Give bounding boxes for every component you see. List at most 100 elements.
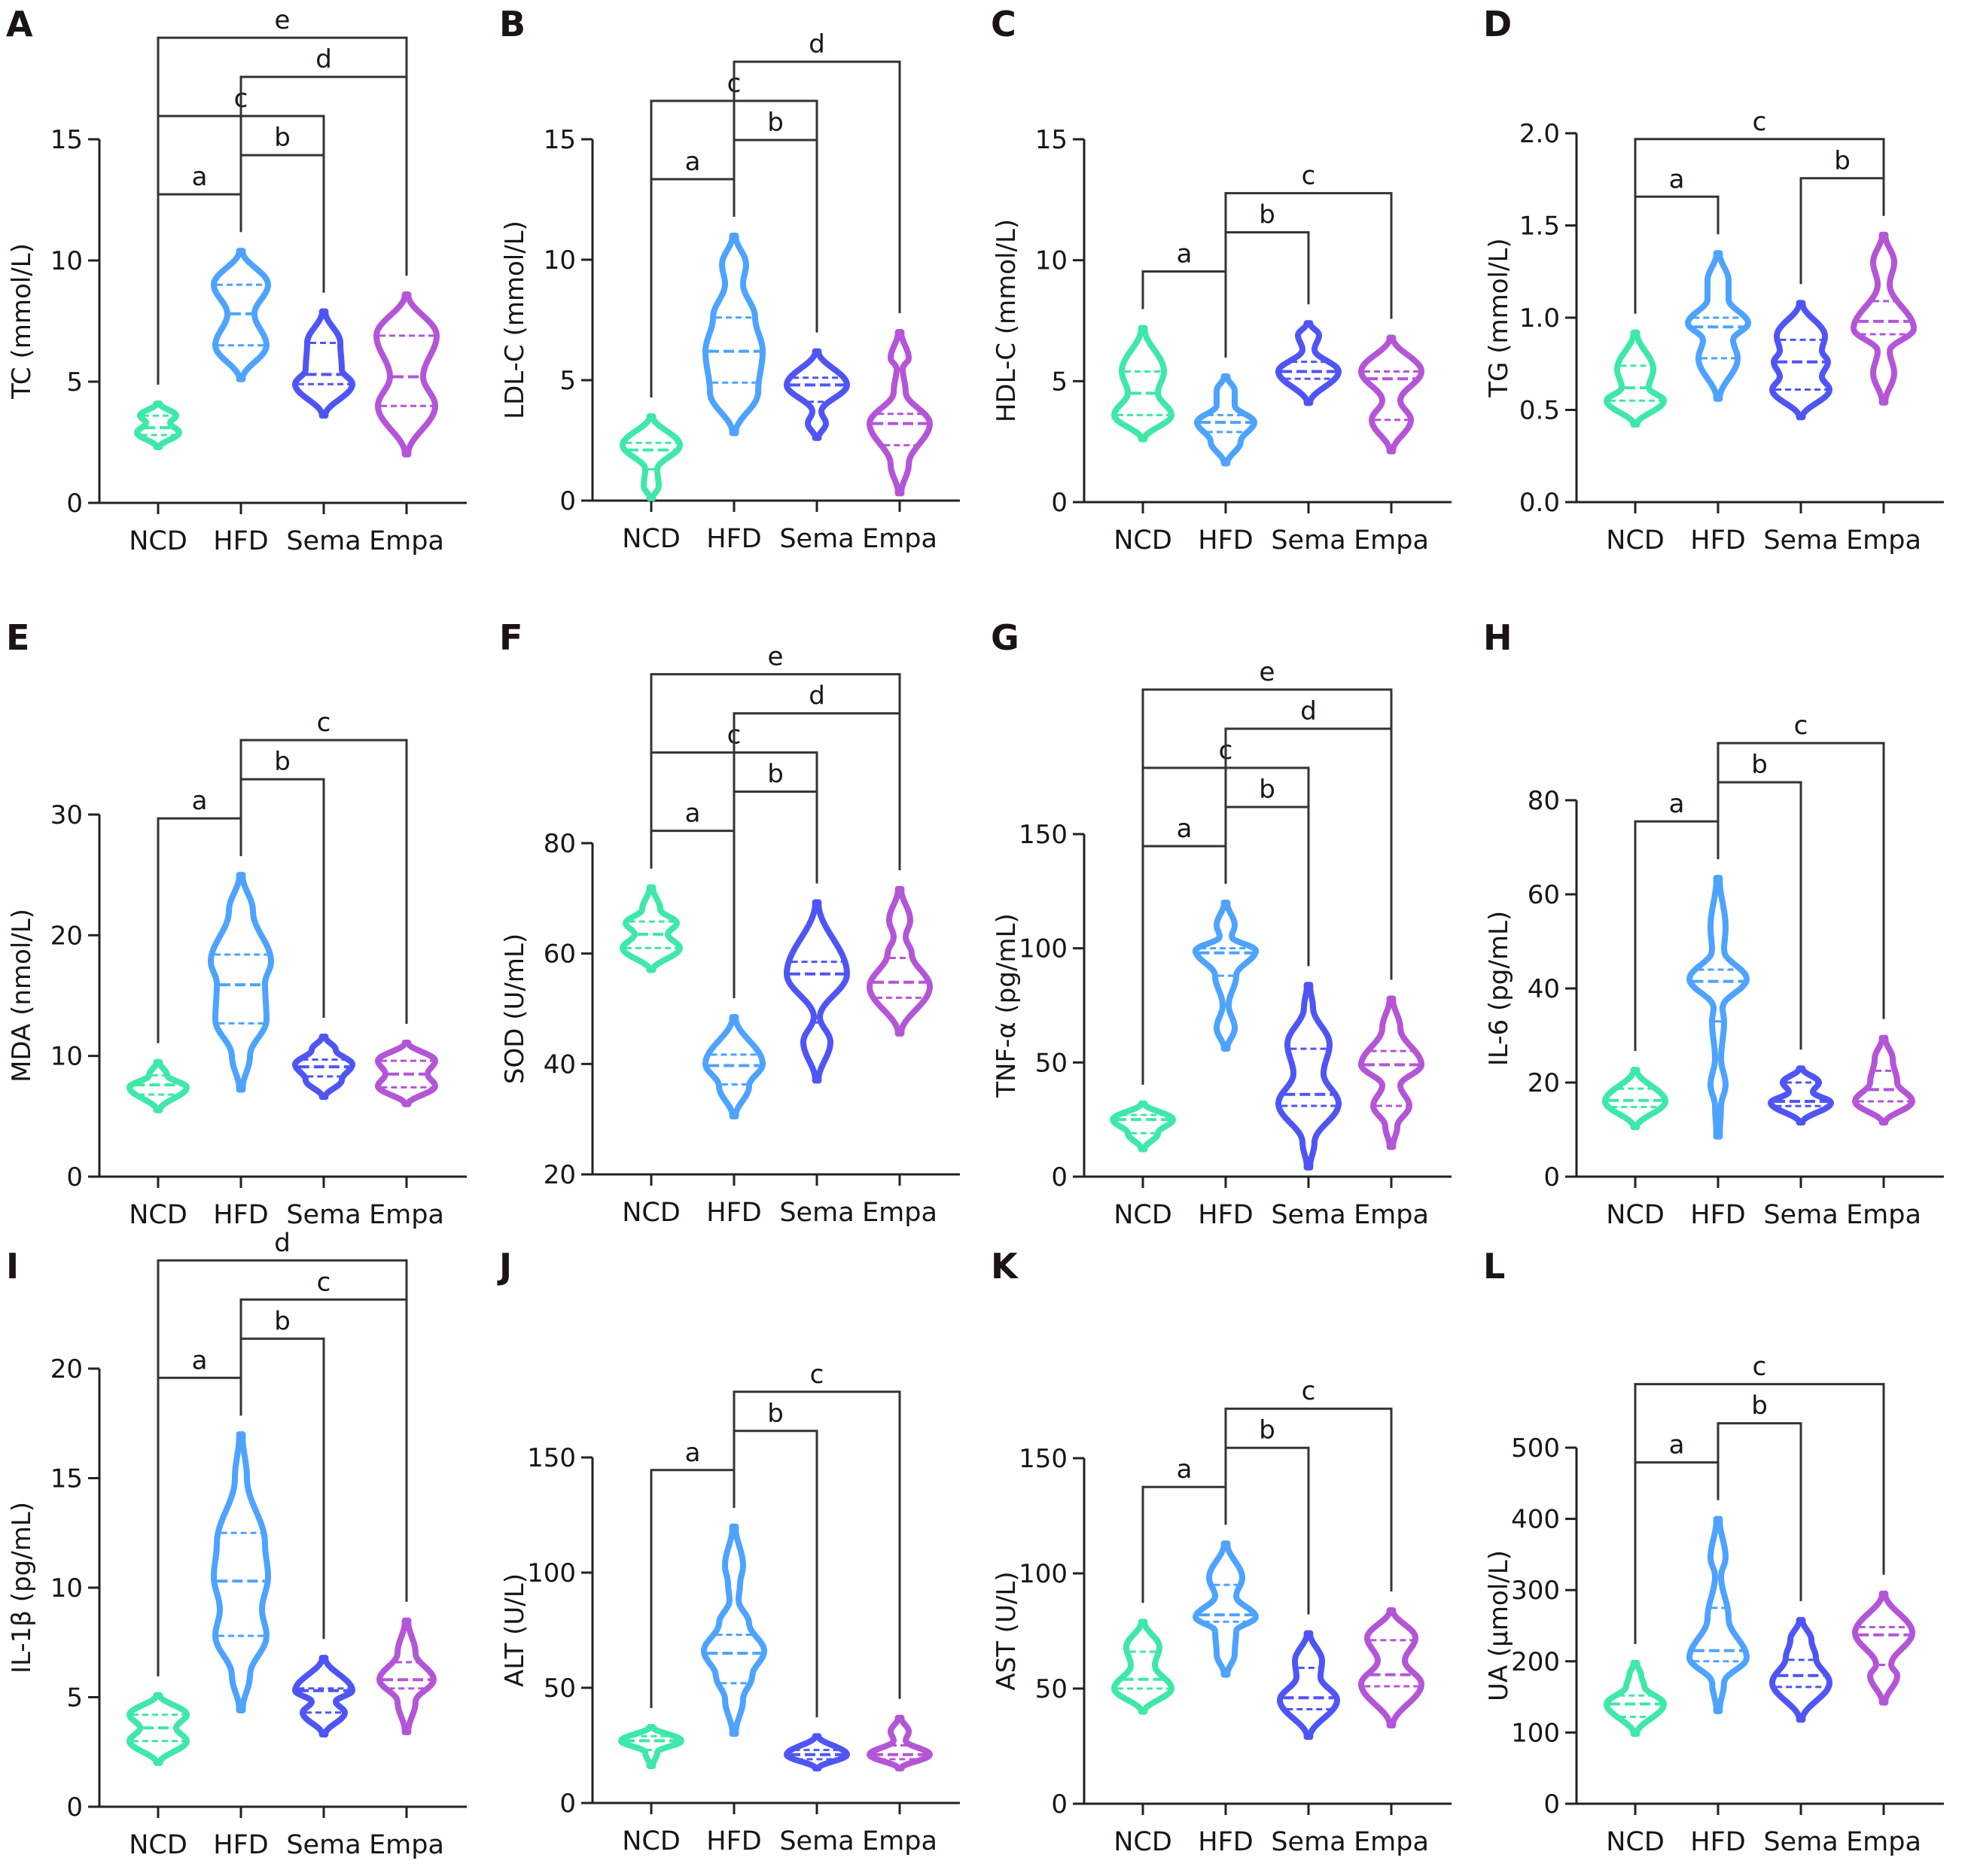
y-tick-label: 50 <box>1035 1048 1068 1078</box>
bracket-line <box>1224 192 1393 358</box>
x-tick-label: Empa <box>369 526 444 556</box>
x-tick-label: Empa <box>1846 1827 1921 1857</box>
y-tick-label: 0 <box>66 1792 83 1823</box>
y-tick-label: 150 <box>1019 1444 1068 1474</box>
significance-letter: b <box>1259 775 1275 805</box>
bracket-line <box>1717 742 1885 1019</box>
significance-bracket-c: c <box>1717 711 1885 1019</box>
y-tick-label: 80 <box>544 829 576 859</box>
significance-bracket-c: c <box>733 1360 901 1699</box>
bracket-line <box>1634 1383 1885 1644</box>
y-tick-label: 0 <box>66 489 83 519</box>
y-tick-label: 20 <box>50 921 83 951</box>
x-tick-label: Empa <box>1354 1827 1429 1857</box>
bracket-line <box>650 673 901 870</box>
y-tick-label: 10 <box>50 1573 83 1603</box>
x-tick-label: NCD <box>1113 525 1172 556</box>
panel-label: L <box>1483 1246 1505 1287</box>
x-tick-label: Empa <box>862 524 937 554</box>
significance-letter: c <box>1753 107 1767 137</box>
violin-outline <box>1767 1065 1835 1126</box>
significance-letter: a <box>685 799 701 829</box>
violin-outline <box>867 329 933 497</box>
y-axis-label: UA (µmol/L) <box>1484 1550 1514 1701</box>
panel-h: H IL-6 (pg/mL) 0 20 40 60 80 NCD HFD Sema Empa a b c <box>1477 614 1966 1230</box>
significance-bracket-c: c <box>1634 107 1885 314</box>
violin-empa <box>1851 1034 1916 1126</box>
y-tick-label: 200 <box>1511 1647 1560 1677</box>
violin-outline <box>1686 1515 1750 1715</box>
y-axis-label: ALT (U/L) <box>500 1573 530 1687</box>
x-tick-label: HFD <box>1198 1827 1253 1857</box>
significance-bracket-b: b <box>1717 1391 1802 1601</box>
x-tick-label: Sema <box>1271 1200 1345 1230</box>
y-tick-label: 50 <box>544 1673 576 1704</box>
violin-outline <box>373 291 440 458</box>
y-tick-label: 5 <box>66 367 83 397</box>
significance-letter: c <box>1794 711 1808 741</box>
violin-hfd <box>701 1523 767 1737</box>
significance-letter: b <box>1751 750 1768 780</box>
panel-e: E MDA (nmol/L) 0 10 20 30 NCD HFD Sema Empa a b c <box>0 614 489 1230</box>
y-tick-label: 10 <box>1035 246 1068 276</box>
violin-outline <box>620 413 683 501</box>
y-tick-label: 100 <box>1511 1718 1560 1748</box>
bracket-line <box>1224 1407 1393 1591</box>
x-tick-label: Empa <box>1354 525 1429 556</box>
significance-letter: a <box>192 162 208 192</box>
y-tick-label: 5 <box>1051 367 1068 397</box>
significance-bracket-a: a <box>1141 1454 1227 1603</box>
chart-svg-j: J ALT (U/L) 0 50 100 150 NCD HFD Sema Empa a bc <box>497 1246 960 1856</box>
significance-letter: b <box>274 123 291 153</box>
y-tick-label: 0 <box>1051 1789 1068 1820</box>
violin-outline <box>1769 300 1832 421</box>
significance-bracket-b: b <box>239 747 325 1019</box>
violin-sema <box>1768 1616 1833 1723</box>
significance-letter: b <box>767 1399 784 1429</box>
violin-hfd <box>1192 900 1260 1052</box>
chart-svg-d: D TG (mmol/L) 0.0 0.5 1.0 1.5 2.0 NCD HFD Sema Emp… <box>1483 4 1944 556</box>
x-tick-label: HFD <box>706 1198 761 1228</box>
x-tick-label: NCD <box>622 524 681 554</box>
y-tick-label: 150 <box>1019 820 1068 850</box>
significance-bracket-a: a <box>1141 239 1227 358</box>
bracket-line <box>1717 781 1802 1050</box>
violin-ncd <box>620 413 683 501</box>
bracket-line <box>1634 138 1885 314</box>
y-tick-label: 0 <box>559 486 576 516</box>
x-tick-label: NCD <box>1113 1200 1172 1230</box>
x-tick-label: Empa <box>1846 1200 1921 1230</box>
x-tick-label: NCD <box>129 1200 187 1230</box>
significance-letter: d <box>809 29 825 59</box>
x-tick-label: Sema <box>286 1200 361 1230</box>
significance-bracket-a: a <box>1634 789 1720 1052</box>
x-tick-label: NCD <box>129 1830 187 1860</box>
chart-svg-i: I IL-1β (pg/mL) 0 5 10 15 20 NCD HFD Sema Empa a bcd <box>6 1228 467 1860</box>
significance-letter: d <box>1300 696 1317 726</box>
bracket-line <box>1141 688 1393 1085</box>
violin-outline <box>783 899 851 1084</box>
violin-ncd <box>1111 324 1174 443</box>
significance-bracket-e: e <box>650 642 901 870</box>
y-tick-label: 400 <box>1511 1505 1560 1535</box>
x-tick-label: Empa <box>862 1826 937 1856</box>
violin-empa <box>373 291 440 458</box>
x-tick-label: NCD <box>1113 1827 1172 1857</box>
y-tick-label: 5 <box>559 366 576 396</box>
y-tick-label: 50 <box>1035 1674 1068 1704</box>
bracket-line <box>239 739 408 1025</box>
significance-letter: b <box>1751 1391 1768 1421</box>
y-tick-label: 80 <box>1528 786 1560 816</box>
y-axis-label: IL-1β (pg/mL) <box>7 1502 37 1673</box>
panel-label: J <box>497 1246 512 1287</box>
significance-letter: a <box>1177 1454 1193 1485</box>
x-tick-label: Sema <box>286 1830 361 1860</box>
x-tick-label: Empa <box>369 1830 444 1860</box>
violin-sema <box>1277 1630 1340 1740</box>
significance-bracket-e: e <box>1141 657 1393 1085</box>
violin-empa <box>867 329 933 497</box>
x-tick-label: Empa <box>1846 525 1921 556</box>
y-tick-label: 15 <box>544 125 576 155</box>
panel-b: B LDL-C (mmol/L) 0 5 10 15 NCD HFD Sema Empa a b c d <box>493 0 982 614</box>
x-tick-label: NCD <box>1606 1200 1665 1230</box>
